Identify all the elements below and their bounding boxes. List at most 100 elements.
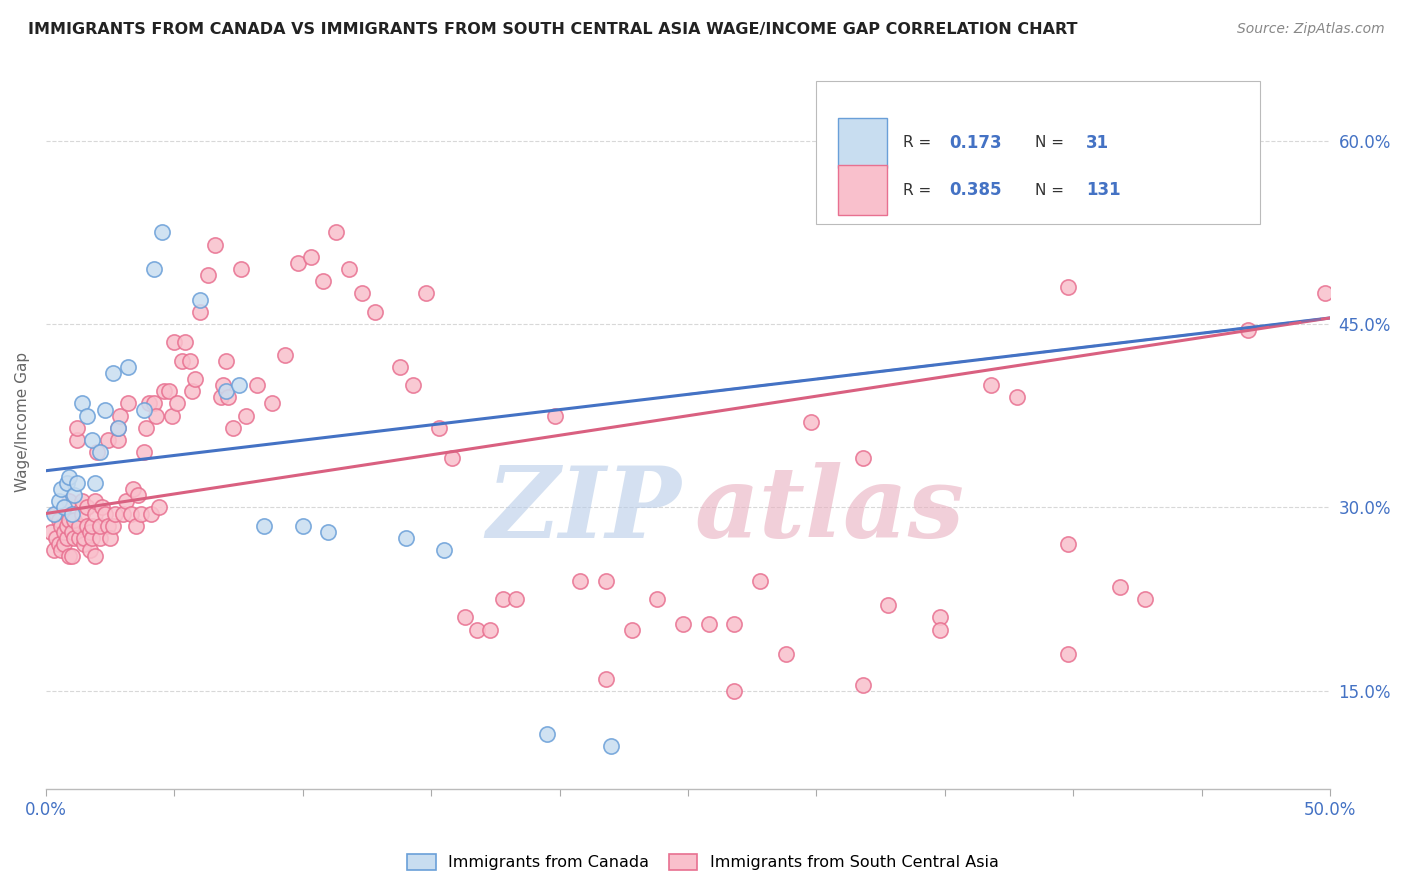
Point [600,739,623,753]
Point [73,537,96,551]
Point [138,396,160,410]
Point [209,390,232,404]
Point [163,335,186,350]
Point [215,384,238,399]
Point [120,507,142,521]
Text: 31: 31 [1087,134,1109,152]
Point [63,513,86,527]
Point [479,623,502,637]
Point [166,396,188,410]
Text: ZIP: ZIP [486,461,682,558]
FancyBboxPatch shape [817,81,1260,224]
Point [1135,592,1157,607]
Point [1057,647,1080,661]
Point [928,623,950,637]
Point [672,616,695,631]
Point [55,518,77,533]
Point [228,378,250,392]
Point [179,353,201,368]
Point [312,274,335,288]
Point [157,384,180,399]
Point [215,353,238,368]
Point [83,475,105,490]
Point [110,409,132,423]
Point [877,598,900,612]
Point [67,531,90,545]
Legend: Immigrants from Canada, Immigrants from South Central Asia: Immigrants from Canada, Immigrants from … [401,847,1005,877]
Point [204,237,226,252]
Point [60,524,83,539]
Point [620,623,643,637]
Point [595,672,617,686]
Point [101,518,124,533]
Point [97,518,120,533]
Point [569,574,592,588]
Point [111,507,134,521]
Point [142,262,165,277]
Point [274,348,297,362]
Point [52,500,75,515]
Text: 131: 131 [1087,181,1121,199]
Point [150,226,173,240]
Point [235,409,257,423]
Point [1005,390,1028,404]
Point [160,409,183,423]
Text: N =: N = [1035,136,1069,151]
Point [66,433,89,447]
Point [291,518,314,533]
Point [188,293,211,307]
Point [132,445,155,459]
Point [980,378,1002,392]
Point [153,384,176,399]
Point [76,518,98,533]
Point [58,513,80,527]
Point [212,378,235,392]
Point [141,507,163,521]
Point [132,402,155,417]
Text: R =: R = [903,183,935,198]
Point [83,549,105,564]
Point [73,531,96,545]
Point [1185,164,1208,178]
Point [492,592,515,607]
Text: R =: R = [903,136,935,151]
Point [453,610,475,624]
Point [55,475,77,490]
Point [86,445,108,459]
Point [337,262,360,277]
Point [114,494,136,508]
Point [350,286,373,301]
Point [58,494,80,508]
Point [48,537,70,551]
Point [83,494,105,508]
Point [60,549,83,564]
Point [135,421,157,435]
Point [148,500,170,515]
Bar [838,118,887,168]
Point [79,543,101,558]
Point [70,507,93,521]
Point [1313,286,1336,301]
Point [45,531,67,545]
Point [402,378,425,392]
Point [364,305,387,319]
Point [51,543,73,558]
Point [82,518,104,533]
Point [48,513,70,527]
Point [117,359,139,374]
Point [231,262,253,277]
Point [107,433,129,447]
Point [70,396,93,410]
Text: N =: N = [1035,183,1069,198]
Point [299,250,322,264]
Point [58,549,80,564]
Point [1057,537,1080,551]
Point [197,268,219,282]
Point [433,543,456,558]
Text: IMMIGRANTS FROM CANADA VS IMMIGRANTS FROM SOUTH CENTRAL ASIA WAGE/INCOME GAP COR: IMMIGRANTS FROM CANADA VS IMMIGRANTS FRO… [28,22,1077,37]
Point [94,507,117,521]
Point [63,488,86,502]
Point [55,531,77,545]
Point [76,500,98,515]
Point [101,366,124,380]
